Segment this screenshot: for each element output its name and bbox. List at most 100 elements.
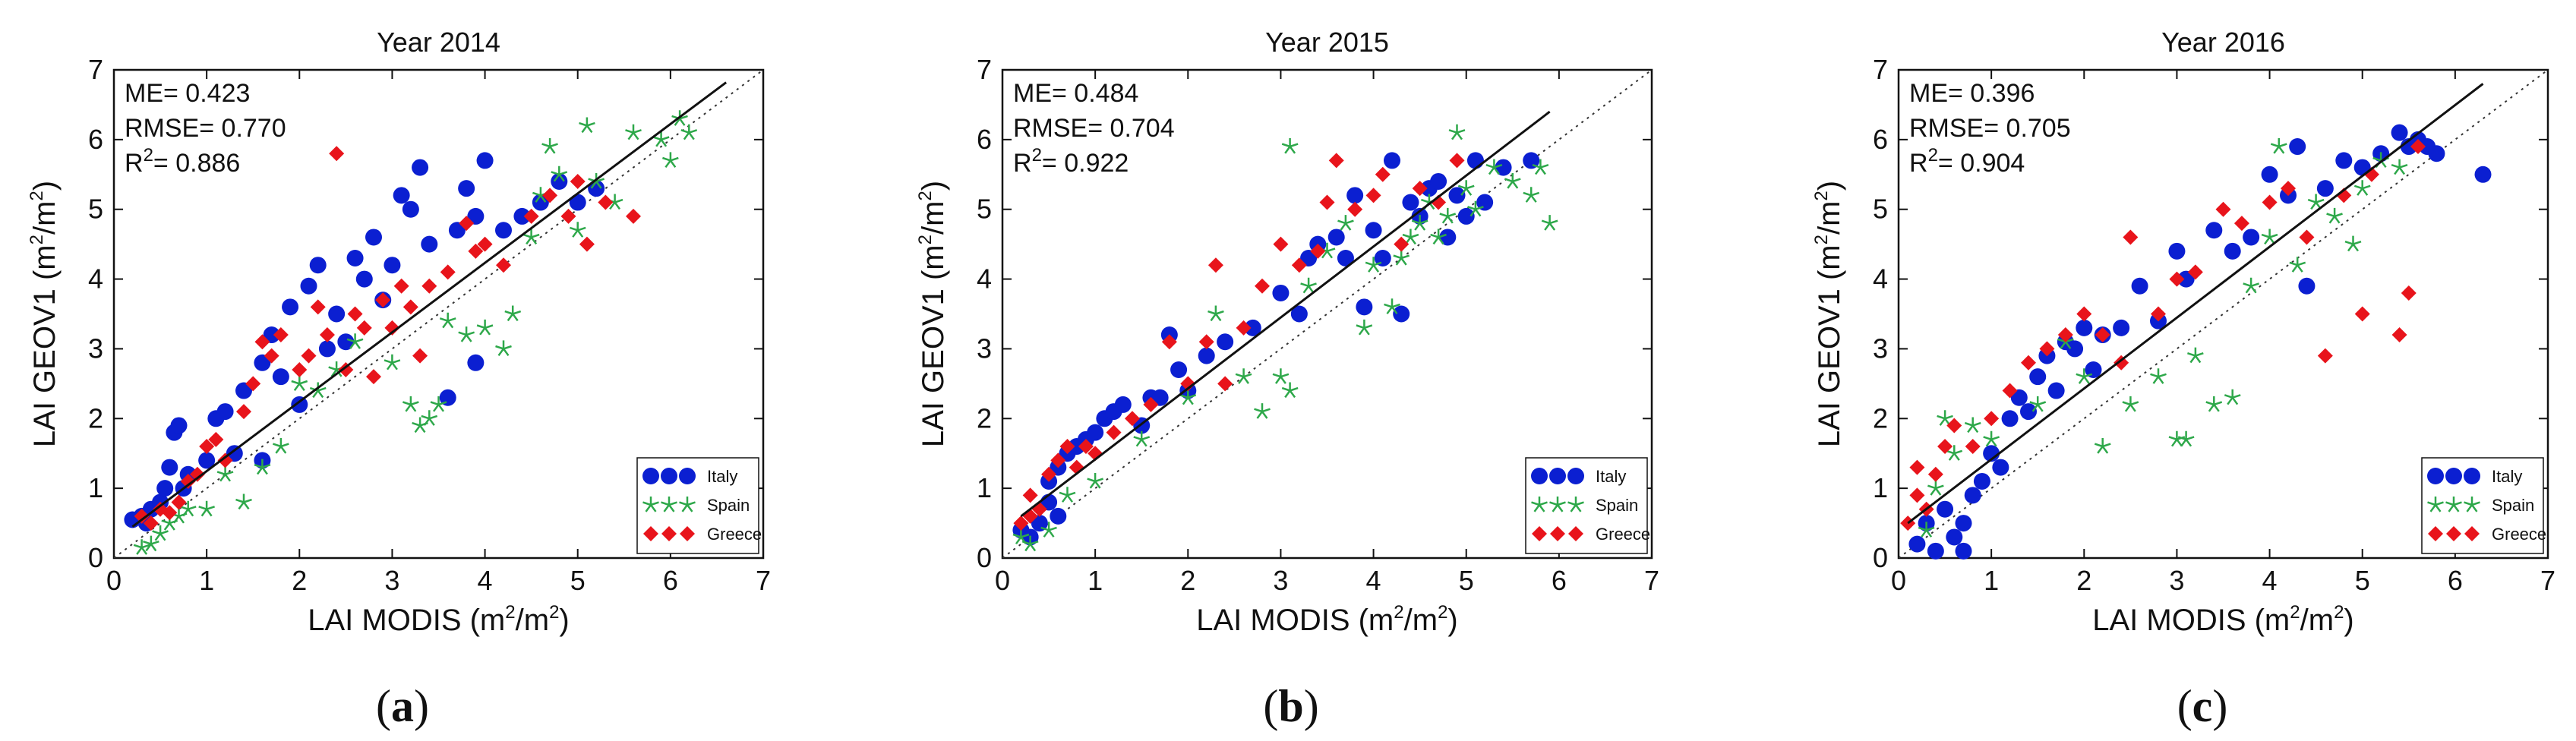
data-point-spain: [198, 500, 215, 517]
x-tick-label: 5: [1459, 565, 1474, 596]
x-axis-label-text: LAI MODIS (m: [2092, 604, 2290, 637]
x-tick-label: 1: [199, 565, 214, 596]
data-point-greece: [402, 299, 418, 315]
legend-marker-greece: [1550, 526, 1565, 541]
data-point-spain: [1040, 522, 1057, 538]
legend-marker-spain: [2445, 497, 2462, 512]
data-point-greece: [1375, 166, 1391, 182]
data-point-spain: [1946, 445, 1963, 461]
data-point-greece: [2299, 229, 2315, 245]
data-point-spain: [216, 465, 234, 482]
data-point-spain: [1254, 403, 1271, 419]
data-point-greece: [2317, 348, 2333, 364]
y-axis-label-sup: 2: [27, 235, 47, 244]
data-point-greece: [301, 348, 317, 364]
data-point-greece: [560, 208, 576, 224]
legend-marker-italy: [2427, 468, 2444, 484]
data-point-italy: [467, 354, 485, 371]
data-point-italy: [1927, 542, 1944, 560]
data-point-spain: [1281, 138, 1299, 154]
legend-marker-spain: [679, 497, 696, 512]
data-point-greece: [1909, 487, 1925, 503]
data-point-spain: [2177, 430, 2195, 447]
y-tick-label: 0: [1873, 542, 1888, 573]
data-point-spain: [133, 539, 150, 555]
legend-marker-italy: [1549, 468, 1566, 484]
data-point-italy: [439, 389, 456, 406]
x-axis-label-sup: 2: [1438, 602, 1447, 623]
data-point-spain: [541, 138, 558, 154]
data-point-greece: [598, 194, 614, 210]
y-tick-label: 4: [88, 263, 103, 295]
data-point-spain: [439, 312, 456, 329]
y-tick-label: 4: [977, 263, 992, 295]
data-point-italy: [1151, 389, 1169, 406]
data-point-italy: [1356, 298, 1373, 316]
y-tick-label: 2: [88, 402, 103, 434]
data-point-italy: [2224, 242, 2241, 260]
x-tick-label: 6: [1552, 565, 1567, 596]
data-point-spain: [235, 493, 252, 510]
data-point-italy: [2047, 382, 2065, 399]
data-point-italy: [1523, 152, 1540, 169]
data-point-italy: [263, 326, 280, 344]
data-point-greece: [338, 361, 354, 377]
y-tick-label: 5: [88, 194, 103, 225]
panel-label-letter: a: [391, 681, 414, 731]
x-tick-label: 5: [570, 565, 586, 596]
regression-line: [1020, 110, 1551, 518]
data-point-greece: [208, 431, 224, 447]
y-axis-label-text: /m: [28, 201, 62, 235]
data-point-italy: [2020, 403, 2037, 421]
data-point-greece: [134, 508, 150, 524]
data-point-greece: [1449, 153, 1465, 169]
y-axis-label-text: LAI GEOV1 (m: [917, 244, 950, 447]
x-axis-label-text: LAI MODIS (m: [308, 604, 505, 637]
legend-marker-italy: [661, 468, 677, 484]
data-point-spain: [346, 333, 364, 349]
data-point-italy: [1365, 222, 1382, 239]
y-axis-label-sup: 2: [915, 235, 936, 244]
y-tick-label: 3: [977, 333, 992, 364]
data-point-greece: [1310, 243, 1326, 259]
data-point-greece: [162, 505, 178, 521]
stat-r2: R2= 0.922: [1013, 145, 1129, 178]
x-tick-label: 1: [1088, 565, 1103, 596]
data-point-greece: [1078, 439, 1094, 455]
y-tick-label: 7: [1873, 54, 1888, 85]
legend-marker-greece: [643, 526, 658, 541]
data-point-greece: [236, 404, 251, 420]
data-point-spain: [2270, 138, 2287, 154]
data-point-spain: [1356, 319, 1373, 336]
legend-marker-spain: [661, 497, 677, 512]
data-point-italy: [309, 257, 327, 274]
x-axis-label-sup: 2: [505, 602, 515, 623]
y-axis-label-text: ): [1813, 181, 1846, 191]
x-axis-label-text: ): [2344, 604, 2353, 637]
data-point-spain: [2289, 257, 2306, 273]
x-axis-label-sup: 2: [2290, 602, 2300, 623]
data-point-greece: [329, 146, 345, 162]
y-tick-label: 4: [1873, 263, 1888, 295]
data-point-italy: [1476, 194, 1494, 211]
legend-label-greece: Greece: [2492, 525, 2546, 544]
panel-label: (a): [376, 681, 429, 731]
y-tick-label: 6: [1873, 124, 1888, 155]
x-tick-label: 3: [384, 565, 399, 596]
x-tick-label: 0: [106, 565, 122, 596]
y-axis-label: LAI GEOV1 (m2/m2): [27, 181, 62, 447]
data-point-spain: [1532, 159, 1549, 175]
data-point-spain: [2029, 396, 2047, 412]
data-point-greece: [273, 327, 289, 343]
data-point-italy: [1457, 207, 1475, 225]
data-point-spain: [2261, 229, 2278, 245]
data-point-spain: [504, 305, 522, 322]
data-point-spain: [1012, 528, 1030, 545]
data-point-greece: [1273, 236, 1289, 252]
data-point-italy: [1087, 424, 1104, 441]
y-axis-label-sup: 2: [1811, 235, 1832, 244]
data-point-greece: [1412, 181, 1428, 197]
legend-marker-greece: [680, 526, 695, 541]
data-point-spain: [1235, 368, 1252, 384]
data-point-greece: [1208, 257, 1223, 273]
